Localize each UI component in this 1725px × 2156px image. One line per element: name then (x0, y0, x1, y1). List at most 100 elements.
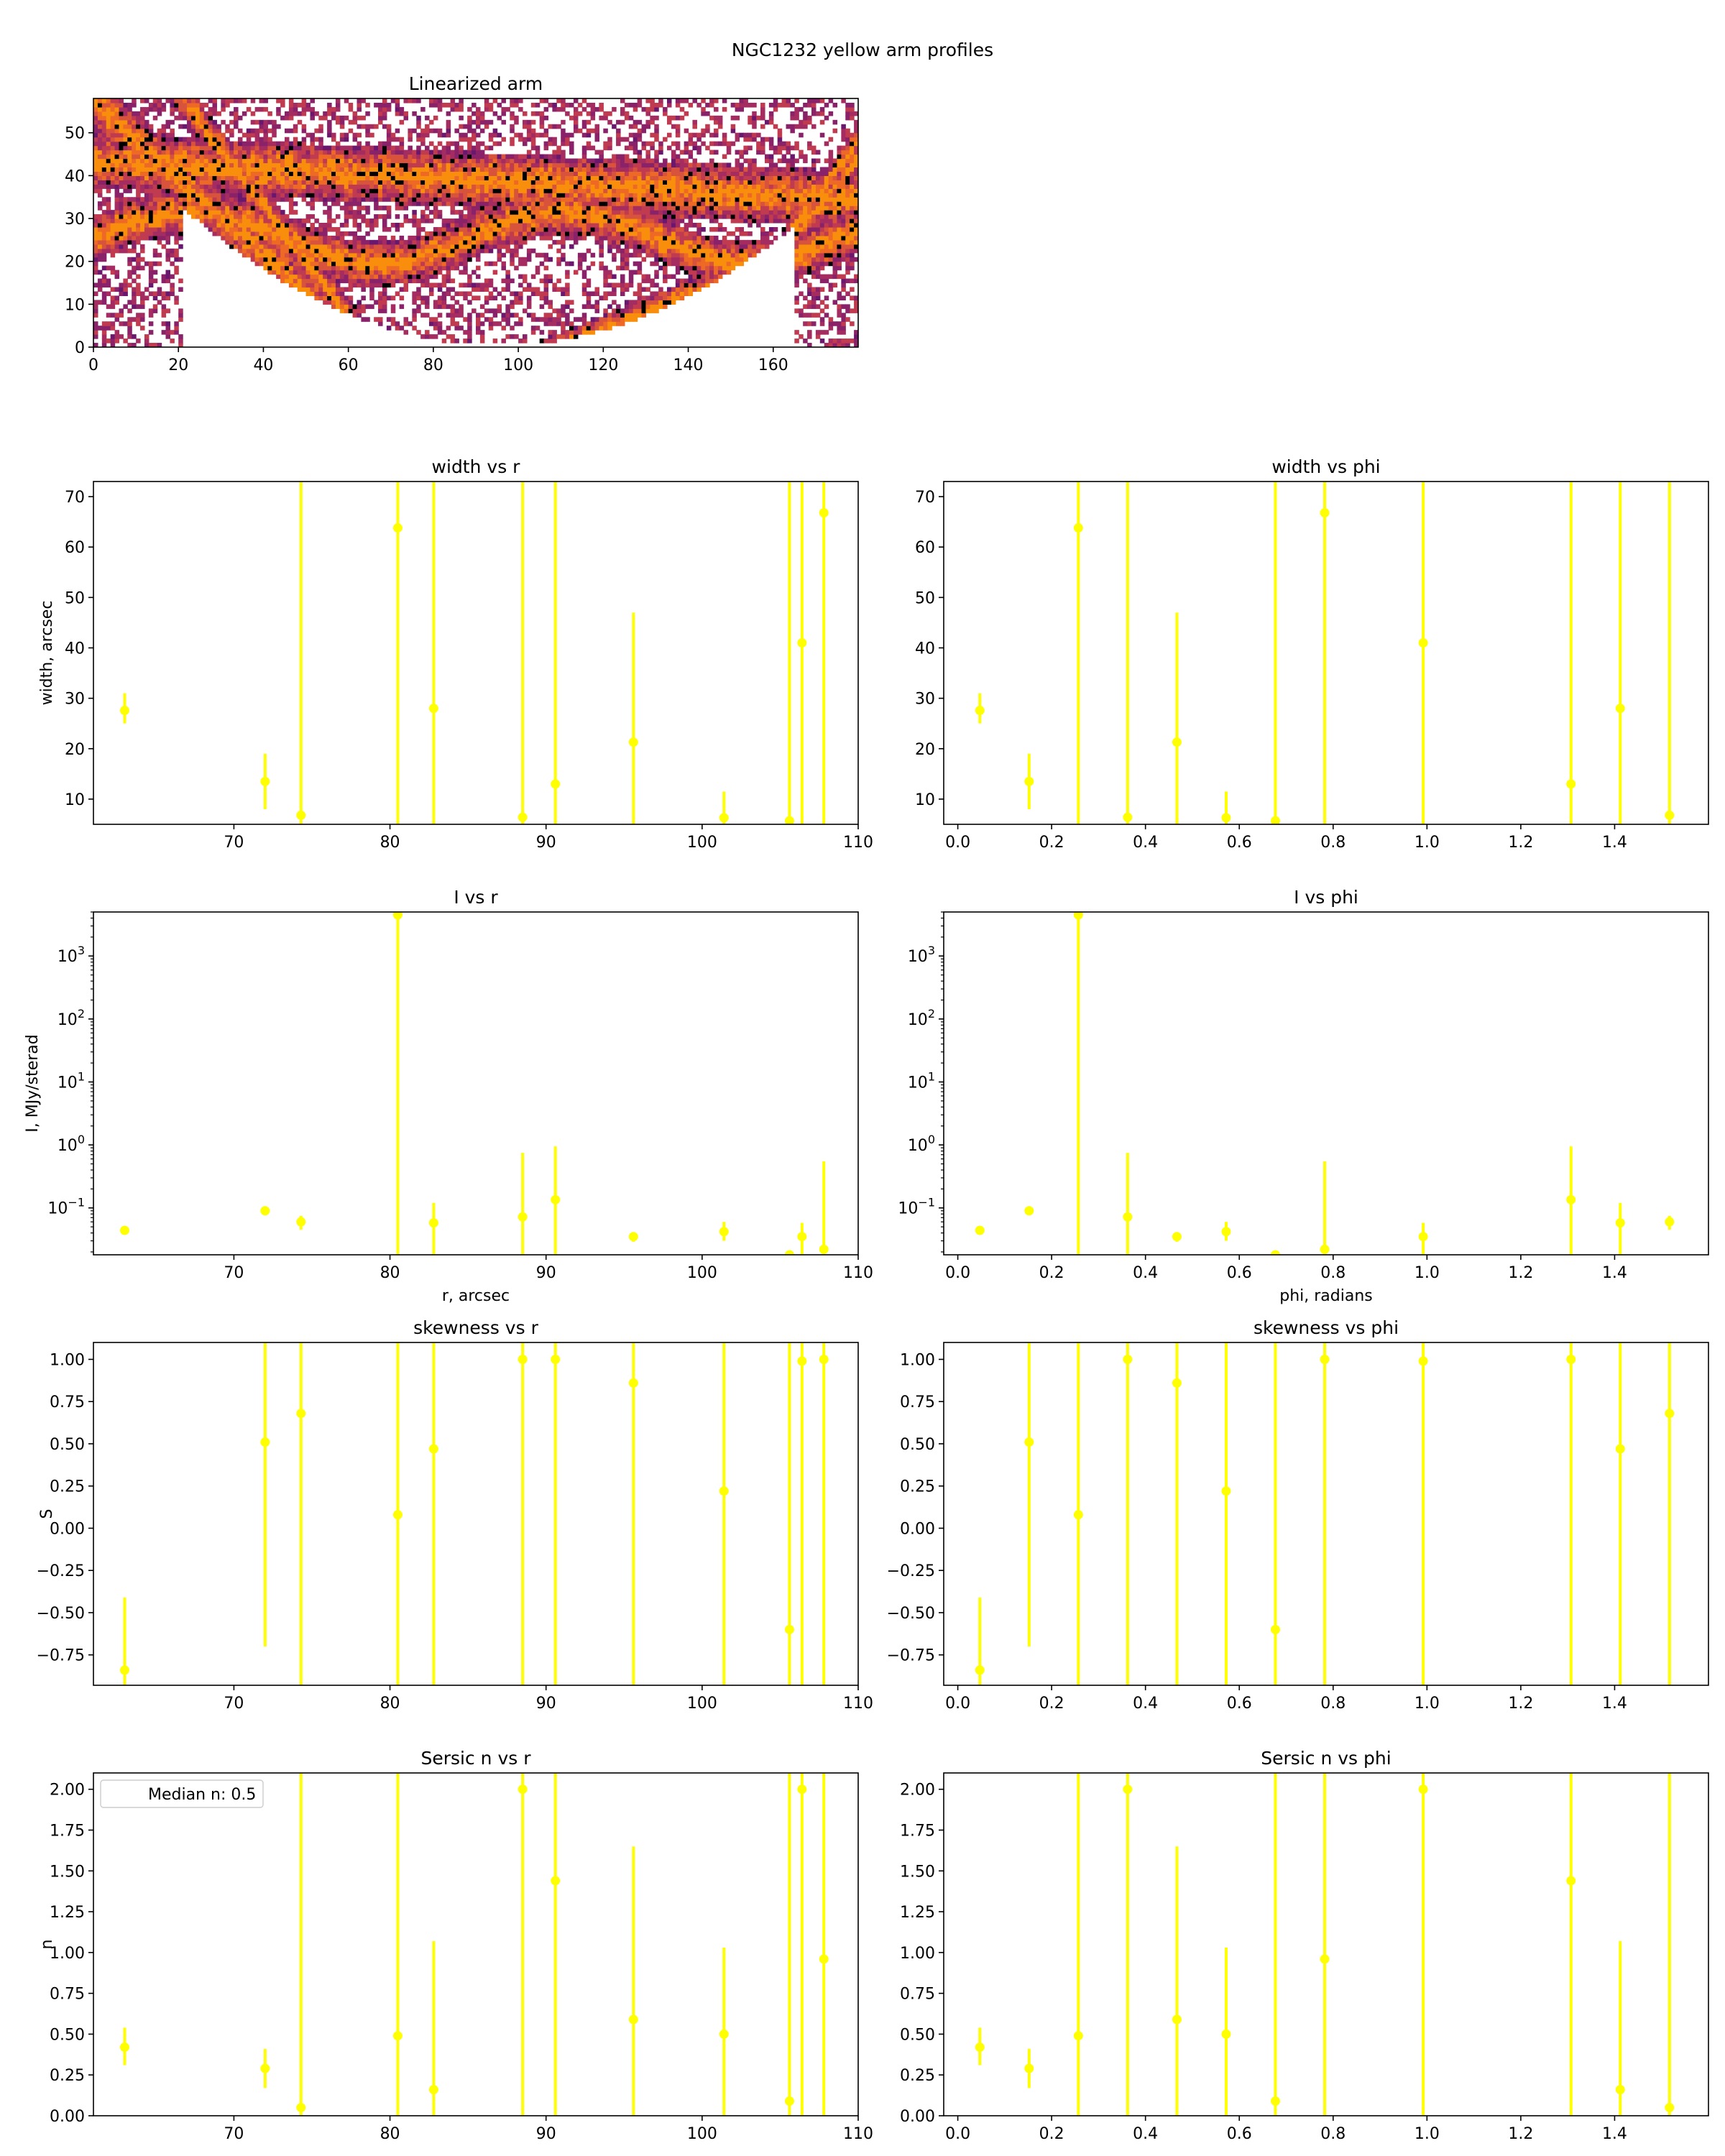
x-tick-label: 0.2 (1039, 834, 1064, 852)
y-tick-label: 0.75 (50, 1393, 85, 1411)
y-tick-label: 10−1 (898, 1196, 935, 1218)
y-tick-label: 10 (915, 791, 935, 809)
y-tick-label: 1.25 (50, 1904, 85, 1922)
y-tick-label: 30 (915, 691, 935, 709)
profile-charts: width vs r70 80 90 100 11010203040506070widt… (24, 456, 1709, 2143)
legend-label: Median n: 0.5 (148, 1786, 256, 1804)
data-point (392, 1510, 402, 1520)
chart-sersic-n-vs-r: Sersic n vs r 70 80 90 100 110 0.00 0.25 0.50 0.7… (38, 1748, 873, 2143)
data-point (1271, 2096, 1281, 2106)
x-tick-label: 80 (380, 1695, 400, 1713)
x-tick-label: 0.8 (1320, 2125, 1346, 2143)
x-tick-label: 0.8 (1320, 1264, 1346, 1282)
x-tick-label: 110 (843, 1695, 873, 1713)
legend: Median n: 0.5 (100, 1779, 264, 1808)
image-x-tick-label: 160 (758, 356, 788, 374)
x-tick-label: 1.0 (1414, 834, 1440, 852)
data-point (1566, 779, 1576, 789)
axes-frame (93, 911, 859, 1256)
image-y-tick-label: 50 (65, 125, 85, 143)
y-tick-label: 1.25 (900, 1904, 935, 1922)
data-point (260, 1206, 270, 1216)
data-point (628, 1378, 638, 1388)
x-tick-label: 90 (536, 1264, 556, 1282)
data-point (551, 1354, 561, 1364)
x-tick-label: 0.6 (1227, 1264, 1252, 1282)
chart-sersic-n-vs-phi: Sersic n vs phi 0.0 0.2 0.4 0.6 0.8 1.0 1.2 1.4 0… (900, 1748, 1709, 2143)
chart-width-vs-r: width vs r 70 80 90 100 110 10 20 30 40 50 60 70 widt… (38, 456, 873, 852)
data-point (518, 1784, 528, 1795)
y-tick-label: 101 (58, 1069, 85, 1092)
data-point (797, 1232, 807, 1242)
y-tick-label: −0.75 (37, 1647, 85, 1665)
y-tick-label: 20 (915, 741, 935, 759)
y-tick-label: 0.25 (900, 2067, 935, 2085)
chart-title: Sersic n vs r (420, 1748, 531, 1769)
data-point (518, 812, 528, 822)
data-point (1172, 2014, 1182, 2024)
y-tick-label: 0.75 (900, 1986, 935, 2004)
data-point (819, 1354, 829, 1364)
data-point (1172, 737, 1182, 747)
data-point (1271, 816, 1280, 824)
y-tick-label: 103 (58, 944, 85, 966)
x-tick-label: 1.2 (1508, 834, 1533, 852)
data-point (1418, 637, 1428, 648)
data-point (1271, 1624, 1281, 1634)
data-point (1221, 1486, 1231, 1496)
x-tick-label: 80 (380, 834, 400, 852)
x-tick-label: 0.4 (1133, 1695, 1158, 1713)
image-y-tick-label: 30 (65, 211, 85, 229)
y-tick-label: 101 (908, 1069, 935, 1092)
y-tick-label: −0.50 (887, 1605, 935, 1623)
x-axis-label: phi, radians (1279, 1287, 1373, 1305)
image-title: Linearized arm (409, 73, 543, 94)
data-point (392, 2031, 402, 2041)
chart-width-vs-phi: width vs phi 0.0 0.2 0.4 0.6 0.8 1.0 1.2 1.4 10 20… (915, 456, 1709, 852)
data-point (784, 2096, 794, 2106)
y-tick-label: 100 (58, 1133, 85, 1155)
data-point (296, 1217, 306, 1227)
y-tick-label: 2.00 (50, 1782, 85, 1800)
y-tick-label: 70 (915, 489, 935, 507)
image-x-tick-label: 40 (253, 356, 273, 374)
y-tick-label: 0.00 (900, 1520, 935, 1538)
y-tick-label: 60 (65, 539, 85, 557)
data-point (1073, 1510, 1083, 1520)
y-tick-label: 10−1 (47, 1196, 85, 1218)
chart-title: I vs phi (1294, 887, 1358, 908)
x-tick-label: 0.0 (945, 2125, 970, 2143)
y-axis-label: I, MJy/sterad (24, 1034, 42, 1133)
data-point (628, 2014, 638, 2024)
chart-skewness-vs-phi: skewness vs phi 0.0 0.2 0.4 0.6 0.8 1.0 1.2 1.4 −… (887, 1317, 1709, 1713)
x-tick-label: 80 (380, 1264, 400, 1282)
y-tick-label: 70 (65, 489, 85, 507)
image-x-tick-label: 0 (88, 356, 98, 374)
y-tick-label: −0.25 (887, 1562, 935, 1580)
y-tick-label: 1.75 (900, 1823, 935, 1841)
x-tick-label: 70 (224, 2125, 244, 2143)
x-tick-label: 1.0 (1414, 2125, 1440, 2143)
x-tick-label: 0.0 (945, 1695, 970, 1713)
data-point (628, 737, 638, 747)
x-tick-label: 100 (687, 834, 717, 852)
data-point (260, 1437, 270, 1447)
data-point (784, 1250, 794, 1255)
data-point (784, 816, 794, 824)
x-axis-label: r, arcsec (442, 1287, 510, 1305)
data-point (1615, 1217, 1625, 1227)
data-point (518, 1212, 528, 1222)
y-tick-label: 1.00 (50, 1351, 85, 1369)
x-tick-label: 1.4 (1602, 1695, 1627, 1713)
axes-frame (943, 911, 1709, 1256)
y-tick-label: 1.75 (50, 1823, 85, 1841)
y-tick-label: 0.25 (50, 2067, 85, 2085)
image-x-tick-label: 80 (423, 356, 443, 374)
data-point (1566, 1354, 1576, 1364)
y-tick-label: 0.25 (900, 1478, 935, 1496)
x-tick-label: 90 (536, 2125, 556, 2143)
chart-title: width vs phi (1271, 456, 1380, 477)
x-tick-label: 0.2 (1039, 2125, 1064, 2143)
data-point (719, 1227, 729, 1237)
